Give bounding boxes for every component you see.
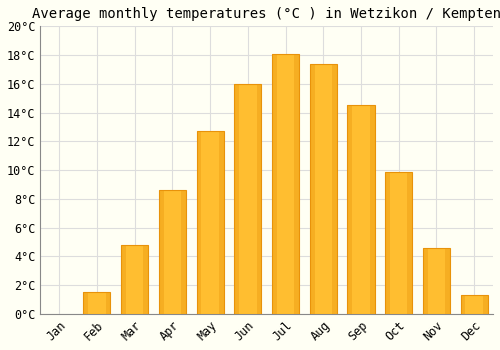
- Bar: [348, 105, 352, 314]
- Bar: [84, 292, 110, 314]
- Bar: [310, 64, 337, 314]
- Bar: [234, 84, 239, 314]
- Bar: [294, 54, 299, 314]
- Bar: [348, 105, 374, 314]
- Bar: [370, 105, 374, 314]
- Bar: [445, 248, 450, 314]
- Bar: [423, 248, 428, 314]
- Bar: [181, 190, 186, 314]
- Bar: [144, 245, 148, 314]
- Bar: [408, 172, 412, 314]
- Bar: [159, 190, 164, 314]
- Bar: [332, 64, 337, 314]
- Bar: [256, 84, 262, 314]
- Bar: [483, 295, 488, 314]
- Bar: [310, 64, 314, 314]
- Bar: [460, 295, 466, 314]
- Bar: [219, 131, 224, 314]
- Bar: [121, 245, 148, 314]
- Bar: [159, 190, 186, 314]
- Bar: [106, 292, 110, 314]
- Bar: [234, 84, 262, 314]
- Bar: [84, 292, 88, 314]
- Bar: [423, 248, 450, 314]
- Bar: [196, 131, 224, 314]
- Bar: [121, 245, 126, 314]
- Bar: [196, 131, 202, 314]
- Bar: [385, 172, 390, 314]
- Bar: [460, 295, 488, 314]
- Bar: [272, 54, 299, 314]
- Bar: [385, 172, 412, 314]
- Bar: [272, 54, 277, 314]
- Title: Average monthly temperatures (°C ) in Wetzikon / Kempten: Average monthly temperatures (°C ) in We…: [32, 7, 500, 21]
